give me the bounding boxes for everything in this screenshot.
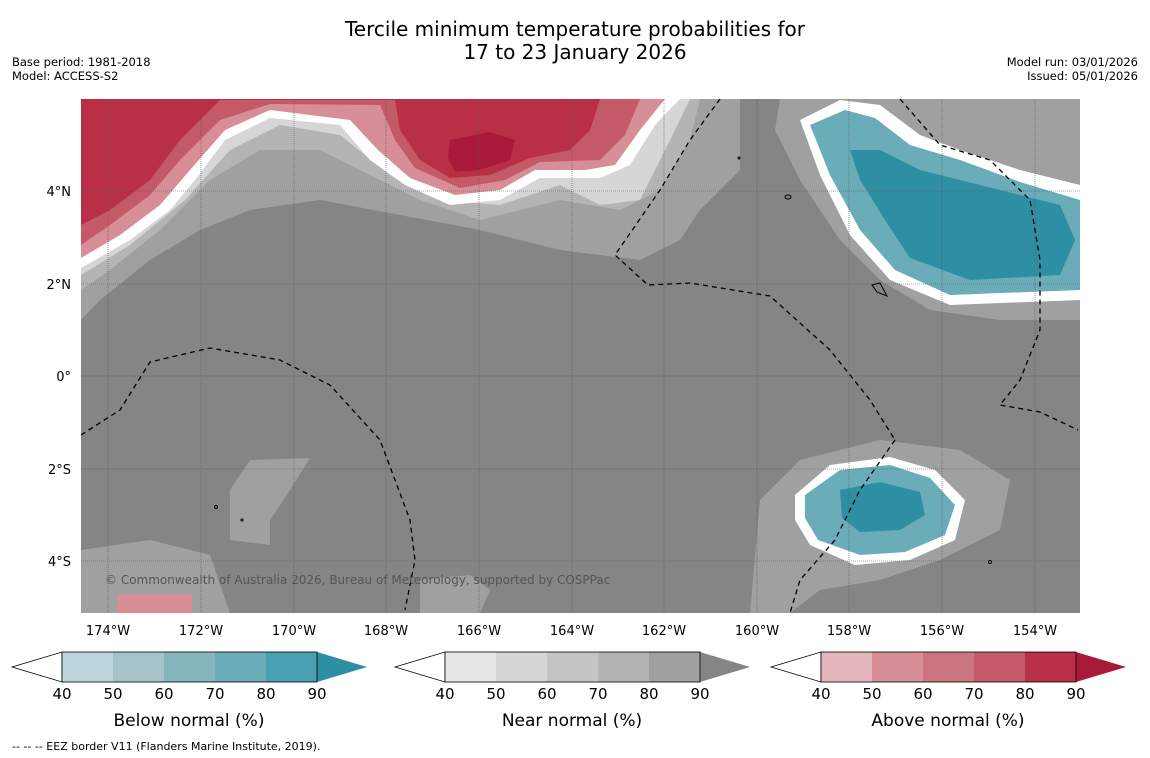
legend-tick: 60 bbox=[537, 685, 556, 703]
below-normal-ne-90 bbox=[850, 150, 1075, 280]
legend-arrow-low bbox=[393, 651, 446, 683]
legend-swatch bbox=[872, 652, 923, 682]
legend-swatch bbox=[113, 652, 164, 682]
legend-swatch bbox=[62, 652, 113, 682]
legend-tick: 50 bbox=[486, 685, 505, 703]
islands bbox=[214, 156, 992, 564]
copyright-text: © Commonwealth of Australia 2026, Bureau… bbox=[105, 573, 610, 587]
legend-label: Above normal (%) bbox=[871, 711, 1024, 731]
lon-tick-label: 172°W bbox=[179, 624, 223, 639]
lat-tick-label: 2°N bbox=[47, 278, 72, 293]
lat-tick-label: 4°S bbox=[48, 555, 71, 570]
model-name: Model: ACCESS-S2 bbox=[12, 69, 119, 83]
legend-tick: 90 bbox=[307, 685, 326, 703]
legend-tick: 70 bbox=[588, 685, 607, 703]
legend-tick: 90 bbox=[1066, 685, 1085, 703]
near-normal-patch-south-2 bbox=[420, 575, 490, 613]
lon-tick-label: 166°W bbox=[457, 624, 501, 639]
legend-swatch bbox=[547, 652, 598, 682]
lon-tick-label: 174°W bbox=[86, 624, 130, 639]
base-period: Base period: 1981-2018 bbox=[12, 55, 151, 69]
map-area: © Commonwealth of Australia 2026, Bureau… bbox=[81, 99, 1080, 613]
title-line-2: 17 to 23 January 2026 bbox=[463, 40, 687, 64]
legend-tick: 70 bbox=[205, 685, 224, 703]
legend-tick: 80 bbox=[256, 685, 275, 703]
lon-tick-label: 154°W bbox=[1013, 624, 1057, 639]
legend-tick: 80 bbox=[639, 685, 658, 703]
legend-swatch bbox=[164, 652, 215, 682]
legend-label: Below normal (%) bbox=[114, 711, 265, 731]
legend-tick: 50 bbox=[862, 685, 881, 703]
eez-borders bbox=[81, 99, 1079, 613]
legend-swatch bbox=[266, 652, 317, 682]
below-normal-s-90 bbox=[840, 482, 925, 532]
legend-label: Near normal (%) bbox=[502, 711, 642, 731]
above-normal-patch-south bbox=[117, 594, 192, 613]
legend-tick: 80 bbox=[1015, 685, 1034, 703]
legend-arrow-high bbox=[1076, 652, 1126, 682]
lon-tick-label: 156°W bbox=[920, 624, 964, 639]
longitude-axis: 174°W 172°W 170°W 168°W 166°W 164°W 162°… bbox=[86, 624, 1057, 639]
lon-tick-label: 168°W bbox=[364, 624, 408, 639]
legend-tick: 90 bbox=[690, 685, 709, 703]
meta-right: Model run: 03/01/2026 Issued: 05/01/2026 bbox=[1007, 55, 1138, 83]
legend-arrow-high bbox=[700, 652, 750, 682]
lat-tick-label: 2°S bbox=[48, 463, 71, 478]
legend-tick: 50 bbox=[103, 685, 122, 703]
legend-swatch bbox=[445, 652, 496, 682]
above-normal-90 bbox=[448, 132, 515, 172]
title-line-1: Tercile minimum temperature probabilitie… bbox=[344, 17, 806, 41]
legend-tick: 40 bbox=[435, 685, 454, 703]
legend-swatch bbox=[1025, 652, 1076, 682]
legend-arrow-high bbox=[317, 652, 367, 682]
legend-below-normal: 40 50 60 70 80 90 Below normal (%) bbox=[10, 651, 367, 731]
legend-swatch bbox=[974, 652, 1025, 682]
lat-tick-label: 4°N bbox=[47, 185, 72, 200]
lon-tick-label: 170°W bbox=[272, 624, 316, 639]
legend-arrow-low bbox=[10, 651, 63, 683]
lon-tick-label: 158°W bbox=[827, 624, 871, 639]
map-figure: © Commonwealth of Australia 2026, Bureau… bbox=[10, 99, 1126, 731]
legend-tick: 60 bbox=[154, 685, 173, 703]
eez-footnote: -- -- -- EEZ border V11 (Flanders Marine… bbox=[12, 740, 321, 753]
legend-tick: 40 bbox=[811, 685, 830, 703]
legend-tick: 40 bbox=[52, 685, 71, 703]
above-normal-80 bbox=[81, 99, 600, 225]
latitude-axis: 4°N 2°N 0° 2°S 4°S bbox=[47, 185, 72, 570]
model-run: Model run: 03/01/2026 bbox=[1006, 55, 1138, 69]
lat-tick-label: 0° bbox=[56, 370, 71, 385]
meta-left: Base period: 1981-2018 Model: ACCESS-S2 bbox=[12, 55, 151, 83]
chart-title: Tercile minimum temperature probabilitie… bbox=[0, 18, 1150, 64]
legend-swatch bbox=[598, 652, 649, 682]
legend-tick: 70 bbox=[964, 685, 983, 703]
near-normal-patch-sw bbox=[230, 458, 310, 545]
lon-tick-label: 164°W bbox=[550, 624, 594, 639]
legend-near-normal: 40 50 60 70 80 90 Near normal (%) bbox=[393, 651, 750, 731]
legend-swatch bbox=[496, 652, 547, 682]
legend-swatch bbox=[215, 652, 266, 682]
issued-date: Issued: 05/01/2026 bbox=[1027, 69, 1138, 83]
lon-tick-label: 162°W bbox=[642, 624, 686, 639]
legend-swatch bbox=[821, 652, 872, 682]
legend-swatch bbox=[923, 652, 974, 682]
legend-swatch bbox=[649, 652, 700, 682]
legend-arrow-low bbox=[769, 651, 822, 683]
legend-tick: 60 bbox=[913, 685, 932, 703]
graticule bbox=[81, 99, 1080, 613]
legend-above-normal: 40 50 60 70 80 90 Above normal (%) bbox=[769, 651, 1126, 731]
lon-tick-label: 160°W bbox=[735, 624, 779, 639]
